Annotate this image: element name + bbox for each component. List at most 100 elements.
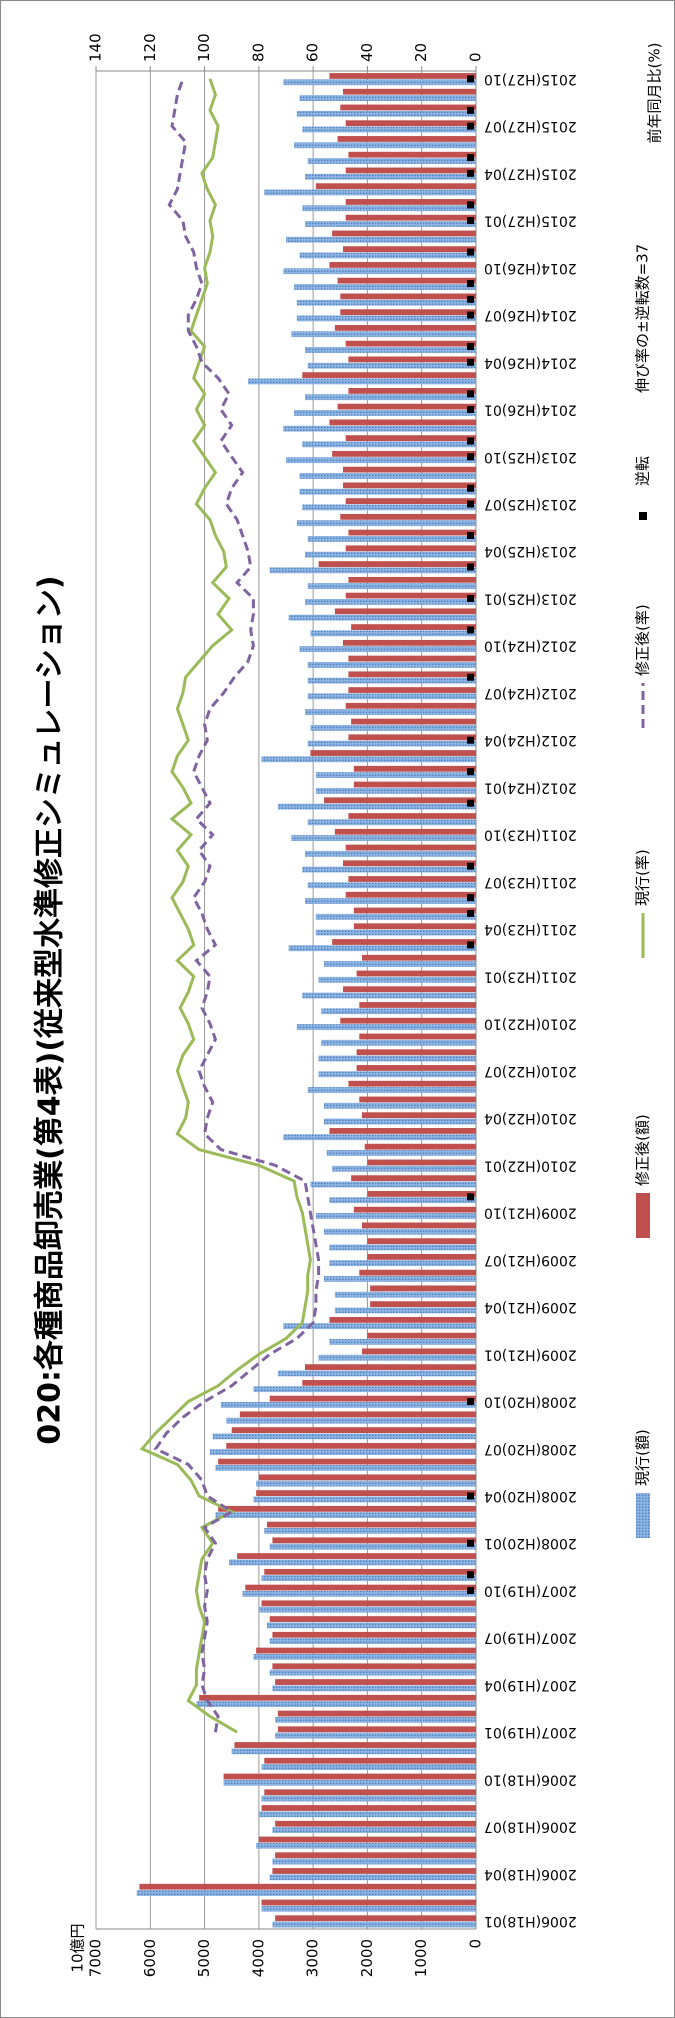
marker (467, 311, 474, 319)
bar (334, 325, 476, 331)
marker (467, 894, 474, 902)
bar (367, 1159, 476, 1166)
bar (291, 331, 476, 338)
bar (307, 158, 477, 164)
x-tick-label: 2007(H19)01 (484, 1724, 577, 1740)
bar (340, 104, 476, 111)
bar (253, 1496, 476, 1503)
bar (261, 1795, 477, 1802)
bar (337, 403, 477, 410)
bar (299, 95, 477, 101)
bar (245, 1584, 476, 1591)
bar (294, 284, 476, 290)
bar (199, 1694, 476, 1701)
bar (310, 630, 476, 637)
bar (367, 1332, 476, 1339)
bar (343, 88, 476, 95)
bar (329, 1260, 476, 1267)
y2-tick-label: 80 (249, 43, 267, 62)
x-tick-label: 2010(H22)10 (484, 1016, 577, 1032)
bar (275, 1820, 476, 1827)
bar (329, 262, 476, 268)
bar (269, 1616, 477, 1622)
bar (264, 1527, 476, 1534)
legend-label: 現行(額) (634, 1429, 652, 1486)
bar (226, 1417, 476, 1424)
bar (348, 576, 476, 583)
marker (467, 673, 474, 681)
y-tick-label: 6000 (141, 1939, 159, 1977)
bar (332, 450, 476, 457)
y2-tick-label: 140 (87, 33, 105, 62)
bar (223, 1779, 476, 1786)
bar (367, 1254, 476, 1260)
x-tick-label: 2007(H19)04 (484, 1677, 577, 1693)
bar (261, 1575, 477, 1582)
x-tick-label: 2012(H24)10 (484, 638, 577, 654)
bar (277, 1726, 476, 1733)
bar (218, 1505, 476, 1512)
bar (340, 293, 476, 300)
x-tick-label: 2006(H18)01 (484, 1913, 577, 1929)
marker (467, 1193, 474, 1201)
bar (343, 246, 476, 253)
x-tick-label: 2009(H21)07 (484, 1252, 577, 1268)
bar (321, 1008, 476, 1015)
bar (329, 73, 476, 79)
bar (370, 1301, 476, 1308)
bar (307, 661, 477, 668)
x-tick-label: 2015(H27)01 (484, 213, 577, 229)
bar (275, 1732, 476, 1739)
bar (353, 923, 477, 930)
bar (326, 1150, 477, 1156)
x-tick-label: 2015(H27)04 (484, 165, 577, 181)
marker (467, 122, 474, 130)
bar (318, 1071, 477, 1078)
bar (269, 1543, 477, 1550)
bar (340, 309, 476, 316)
bar (218, 1458, 476, 1465)
x-tick-label: 2006(H18)07 (484, 1819, 577, 1835)
bar (296, 110, 476, 117)
bar (348, 671, 476, 678)
bar (310, 724, 476, 731)
bar (223, 1773, 476, 1780)
bar (359, 1002, 476, 1008)
bar (305, 598, 476, 605)
bar (315, 1213, 476, 1219)
marker (467, 626, 474, 634)
line (139, 78, 312, 1734)
x-tick-label: 2015(H27)07 (484, 118, 577, 134)
bar (345, 214, 477, 221)
bar (348, 529, 476, 536)
bar (367, 1191, 476, 1197)
bar (302, 504, 476, 511)
bar (315, 772, 476, 778)
marker (467, 941, 474, 949)
x-tick-label: 2010(H22)01 (484, 1157, 577, 1173)
bar (356, 1049, 477, 1056)
marker (467, 1398, 474, 1406)
x-tick-label: 2013(H25)01 (484, 590, 577, 606)
bar (248, 378, 476, 385)
bar (269, 1874, 477, 1881)
bar (315, 787, 476, 794)
bar (315, 913, 476, 920)
x-tick-label: 2006(H18)10 (484, 1771, 577, 1787)
bar (302, 441, 476, 448)
bar (362, 1222, 476, 1229)
x-tick-label: 2008(H20)07 (484, 1441, 577, 1457)
bar (261, 1905, 477, 1912)
bar (356, 1065, 477, 1071)
bar (272, 1663, 476, 1670)
y-axis-title: 10億円 (69, 1923, 87, 1972)
bar (256, 1842, 476, 1849)
y2-tick-label: 0 (467, 52, 485, 62)
bar (261, 756, 477, 763)
line (153, 78, 321, 1733)
bar (345, 844, 477, 851)
bar (345, 167, 477, 174)
bar (302, 1379, 476, 1386)
bar (296, 315, 476, 322)
bar (345, 545, 477, 552)
